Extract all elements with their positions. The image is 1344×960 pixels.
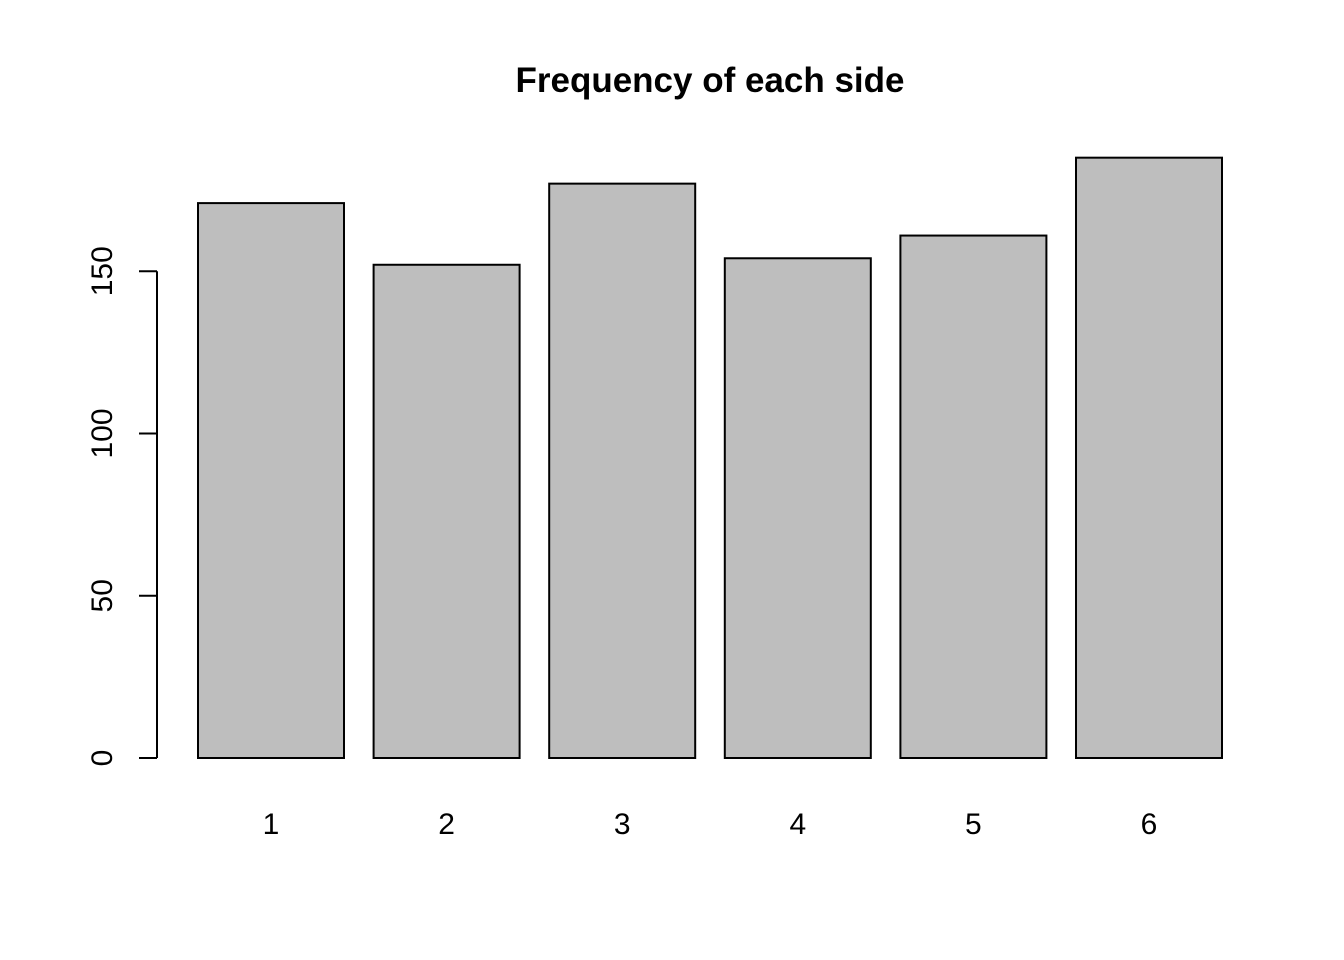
- bars-group: [197, 156, 1223, 760]
- x-tick-label: 1: [263, 808, 280, 841]
- y-tick-label: 100: [86, 408, 119, 458]
- y-axis: 0 50 100 150: [86, 246, 158, 767]
- y-tick-label: 150: [86, 246, 119, 296]
- x-tick-label: 2: [438, 808, 455, 841]
- y-tick-label: 50: [86, 579, 119, 612]
- bar-4: [723, 257, 872, 759]
- x-tick-label: 5: [965, 808, 982, 841]
- x-tick-labels: 1 2 3 4 5 6: [263, 808, 1158, 841]
- bar-1: [197, 202, 345, 760]
- bar-5: [899, 234, 1048, 759]
- chart-title: Frequency of each side: [515, 61, 904, 100]
- bar-3: [548, 182, 697, 759]
- x-tick-label: 4: [789, 808, 806, 841]
- y-tick-label: 0: [86, 750, 119, 767]
- x-tick-label: 6: [1141, 808, 1158, 841]
- x-tick-label: 3: [614, 808, 631, 841]
- bar-2: [372, 263, 521, 759]
- bar-6: [1075, 156, 1223, 760]
